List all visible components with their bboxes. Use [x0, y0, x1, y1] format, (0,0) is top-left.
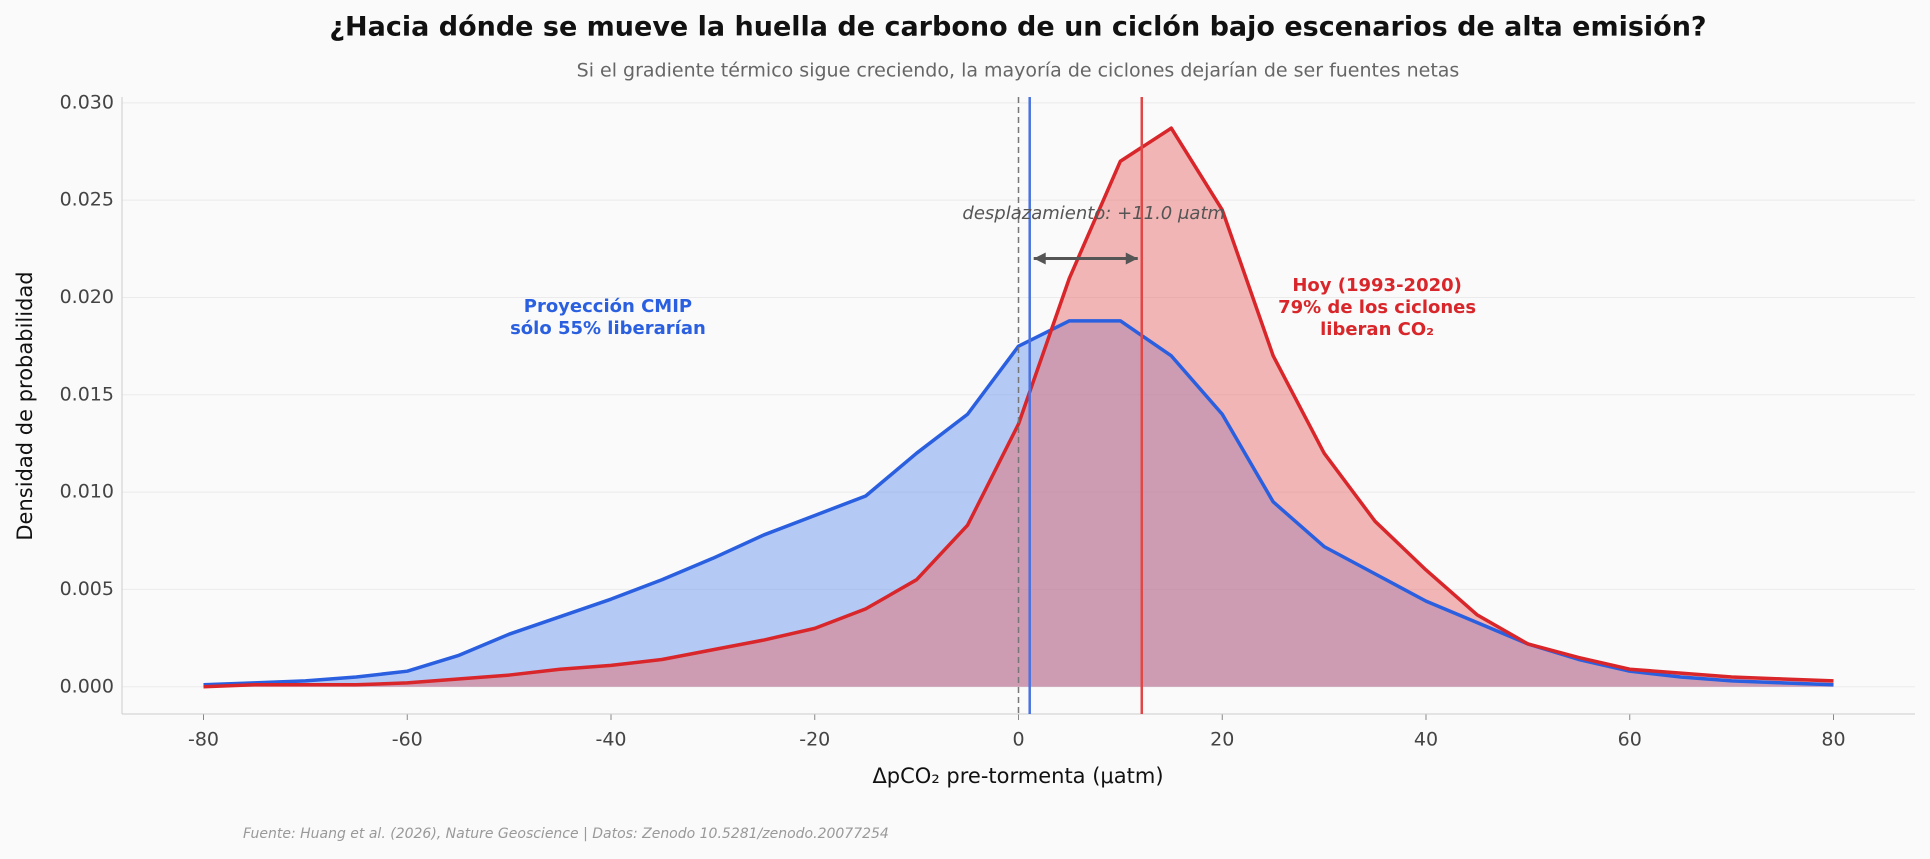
density-line [203, 126, 1834, 689]
cmip-annotation: sólo 55% liberarían [510, 318, 706, 339]
x-tick-label: -40 [595, 729, 626, 751]
chart-title: ¿Hacia dónde se mueve la huella de carbo… [329, 12, 1706, 43]
today-annotation: liberan CO₂ [1320, 319, 1434, 340]
arrow-head [1125, 252, 1138, 265]
y-axis-label: Densidad de probabilidad [13, 271, 37, 540]
area-fill [203, 128, 1834, 687]
x-tick-label: 80 [1821, 729, 1845, 751]
today-annotation: Hoy (1993-2020) [1292, 275, 1462, 296]
x-tick-label: 20 [1210, 729, 1234, 751]
chart-subtitle: Si el gradiente térmico sigue creciendo,… [577, 60, 1460, 82]
cmip-annotation: Proyección CMIP [524, 296, 692, 317]
x-tick-label: -60 [392, 729, 423, 751]
y-tick-label: 0.020 [60, 286, 114, 308]
x-tick-label: -80 [188, 729, 219, 751]
source-note: Fuente: Huang et al. (2026), Nature Geos… [243, 826, 889, 842]
y-tick-label: 0.005 [60, 578, 114, 600]
arrow-head [1033, 252, 1046, 265]
y-tick-label: 0.025 [60, 189, 114, 211]
y-tick-label: 0.015 [60, 383, 114, 405]
x-tick-label: 0 [1012, 729, 1024, 751]
x-axis-label: ΔpCO₂ pre-tormenta (μatm) [872, 764, 1163, 788]
today-annotation: 79% de los ciclones [1278, 297, 1476, 318]
y-tick-label: 0.030 [60, 91, 114, 113]
x-tick-label: 40 [1414, 729, 1438, 751]
y-tick-label: 0.000 [60, 675, 114, 697]
y-tick-label: 0.010 [60, 481, 114, 503]
shift-label: desplazamiento: +11.0 μatm [962, 203, 1225, 224]
x-tick-label: -20 [799, 729, 830, 751]
x-tick-label: 60 [1618, 729, 1642, 751]
